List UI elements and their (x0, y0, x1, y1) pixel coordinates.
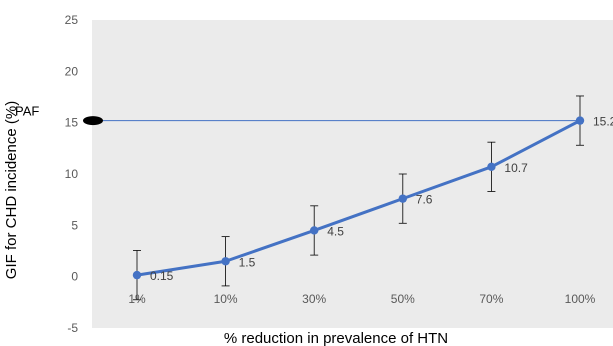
x-tick-label: 50% (391, 292, 415, 306)
data-label: 0.15 (150, 269, 174, 283)
data-label: 1.5 (239, 255, 256, 269)
y-axis-title: GIF for CHD incidence (%) (3, 101, 20, 279)
y-tick-label: 20 (65, 64, 79, 78)
data-label: 10.7 (504, 161, 528, 175)
y-tick-label: 25 (65, 13, 79, 27)
x-axis-title: % reduction in prevalence of HTN (224, 330, 448, 346)
x-tick-label: 100% (565, 292, 596, 306)
data-point (132, 270, 142, 280)
data-point (575, 116, 585, 125)
y-tick-label: -5 (67, 321, 78, 335)
data-label: 15.2 (593, 115, 613, 129)
x-axis-ticks: 1% 10% 30% 50% 70% 100% (128, 292, 595, 306)
data-point (487, 162, 496, 172)
data-label: 7.6 (416, 193, 433, 207)
paf-label: PAF (15, 104, 39, 119)
y-tick-label: 5 (71, 218, 78, 232)
plot-area (92, 20, 613, 328)
data-label: 4.5 (327, 224, 344, 238)
x-tick-label: 10% (214, 292, 238, 306)
y-tick-label: 15 (65, 116, 79, 130)
series-line (136, 119, 581, 277)
x-tick-label: 1% (128, 292, 146, 306)
y-tick-label: 10 (65, 167, 79, 181)
data-point (398, 194, 407, 203)
y-tick-label: 0 (71, 270, 78, 284)
data-point (310, 226, 319, 235)
data-labels: 0.15 1.5 4.5 7.6 10.7 15.2 (150, 115, 613, 284)
data-point (221, 257, 230, 266)
y-axis-ticks: -5 0 5 10 15 20 25 (65, 13, 79, 335)
x-tick-label: 70% (479, 292, 503, 306)
paf-marker (83, 116, 103, 126)
x-tick-label: 30% (302, 292, 326, 306)
data-points (132, 116, 585, 280)
